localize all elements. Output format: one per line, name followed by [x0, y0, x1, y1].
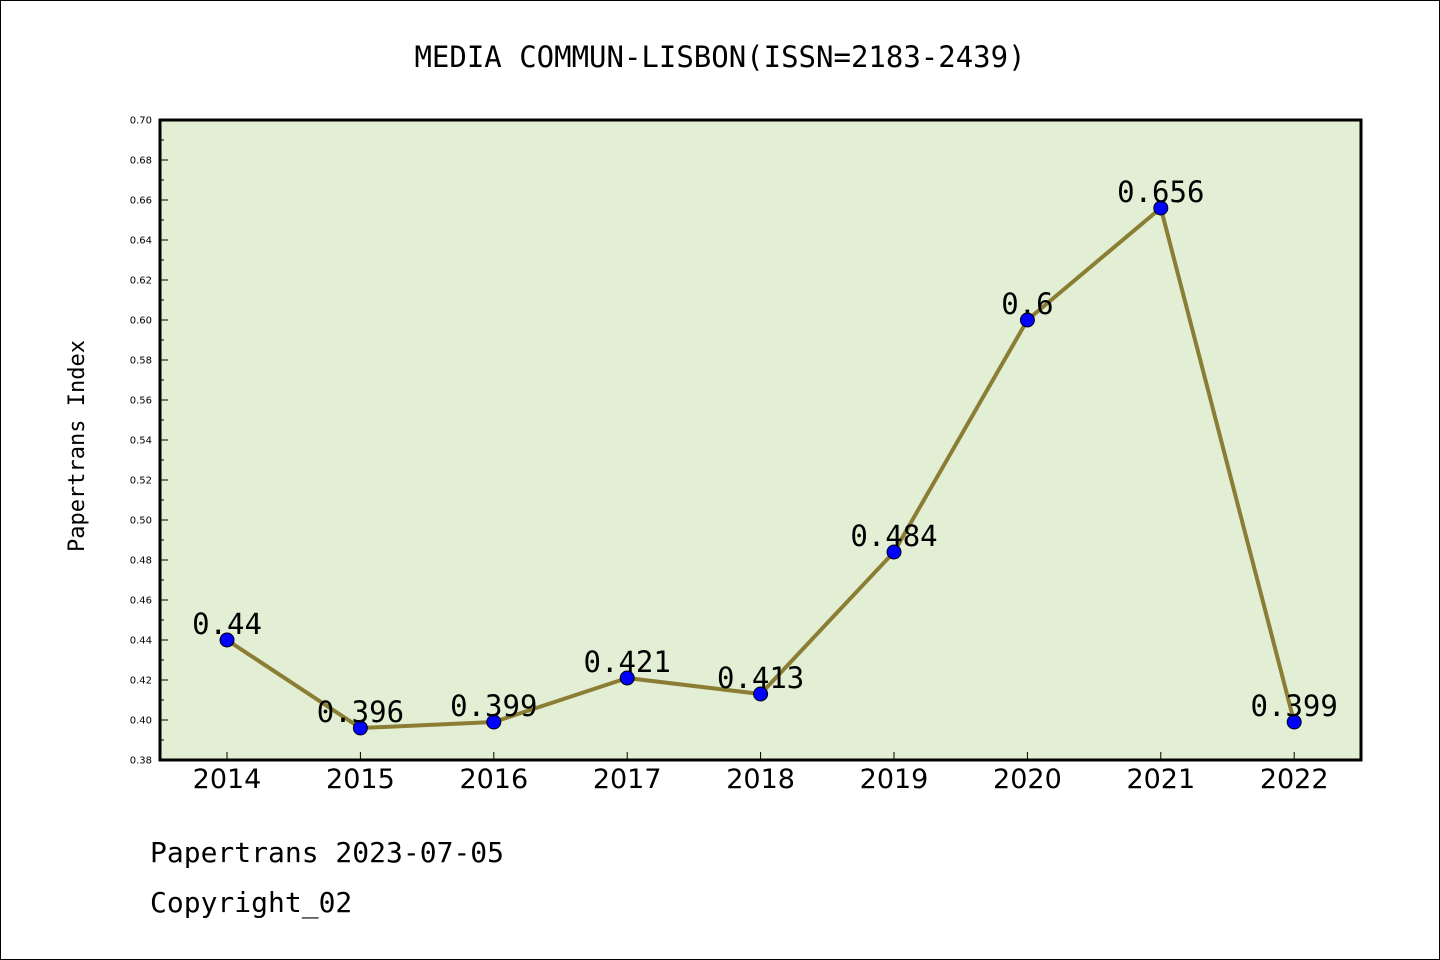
y-tick-label: 0.70: [130, 116, 152, 127]
x-tick-label: 2020: [993, 764, 1062, 795]
y-tick-label: 0.40: [130, 716, 152, 727]
plot-area: [158, 118, 1363, 762]
data-point-marker: [486, 714, 502, 730]
data-point-marker: [352, 720, 368, 736]
data-point-marker: [753, 686, 769, 702]
y-tick-label: 0.42: [130, 676, 152, 687]
x-tick-label: 2015: [326, 764, 395, 795]
y-axis-label: Papertrans Index: [65, 340, 90, 552]
data-label: 0.484: [850, 519, 937, 553]
y-tick-label: 0.56: [130, 396, 152, 407]
y-tick-label: 0.60: [130, 316, 152, 327]
data-label: 0.413: [717, 661, 804, 695]
footer-copyright: Copyright_02: [150, 886, 353, 919]
x-axis: 2014 2015 2016 2017 2018 2019 2020 2021 2022: [193, 752, 1329, 795]
data-point-marker: [1153, 200, 1169, 216]
data-label: 0.656: [1117, 175, 1204, 209]
y-tick-label: 0.66: [130, 196, 152, 207]
y-tick-label: 0.46: [130, 596, 152, 607]
data-label: 0.44: [192, 607, 262, 641]
x-tick-label: 2022: [1260, 764, 1329, 795]
y-axis: 0.38 0.40 0.42 0.44 0.46 0.48 0.50 0.52 0.54 0.56…: [130, 116, 168, 767]
y-tick-label: 0.62: [130, 276, 152, 287]
y-tick-label: 0.58: [130, 356, 152, 367]
x-tick-label: 2021: [1126, 764, 1195, 795]
data-point-marker: [619, 670, 635, 686]
data-label: 0.396: [317, 695, 404, 729]
data-label: 0.6: [1001, 287, 1053, 321]
data-label: 0.421: [584, 645, 671, 679]
y-tick-label: 0.68: [130, 156, 152, 167]
y-tick-label: 0.52: [130, 476, 152, 487]
x-tick-label: 2019: [860, 764, 929, 795]
data-label: 0.399: [450, 689, 537, 723]
y-tick-label: 0.64: [130, 236, 152, 247]
data-label: 0.399: [1251, 689, 1338, 723]
y-tick-label: 0.50: [130, 516, 152, 527]
series-line-group: 0.44 0.396 0.399 0.421 0.413 0.484 0.6 0.656 0.3…: [192, 175, 1338, 736]
data-point-marker: [1019, 312, 1035, 328]
y-tick-label: 0.44: [130, 636, 152, 647]
y-tick-label: 0.38: [130, 756, 152, 767]
chart-title: MEDIA COMMUN-LISBON(ISSN=2183-2439): [414, 40, 1025, 74]
data-point-marker: [886, 544, 902, 560]
x-tick-label: 2014: [193, 764, 262, 795]
y-tick-label: 0.54: [130, 436, 152, 447]
data-point-marker: [219, 632, 235, 648]
y-tick-label: 0.48: [130, 556, 152, 567]
x-tick-label: 2016: [459, 764, 528, 795]
x-tick-label: 2018: [726, 764, 795, 795]
footer-source-date: Papertrans 2023-07-05: [150, 836, 505, 869]
x-tick-label: 2017: [593, 764, 662, 795]
data-point-marker: [1286, 714, 1302, 730]
